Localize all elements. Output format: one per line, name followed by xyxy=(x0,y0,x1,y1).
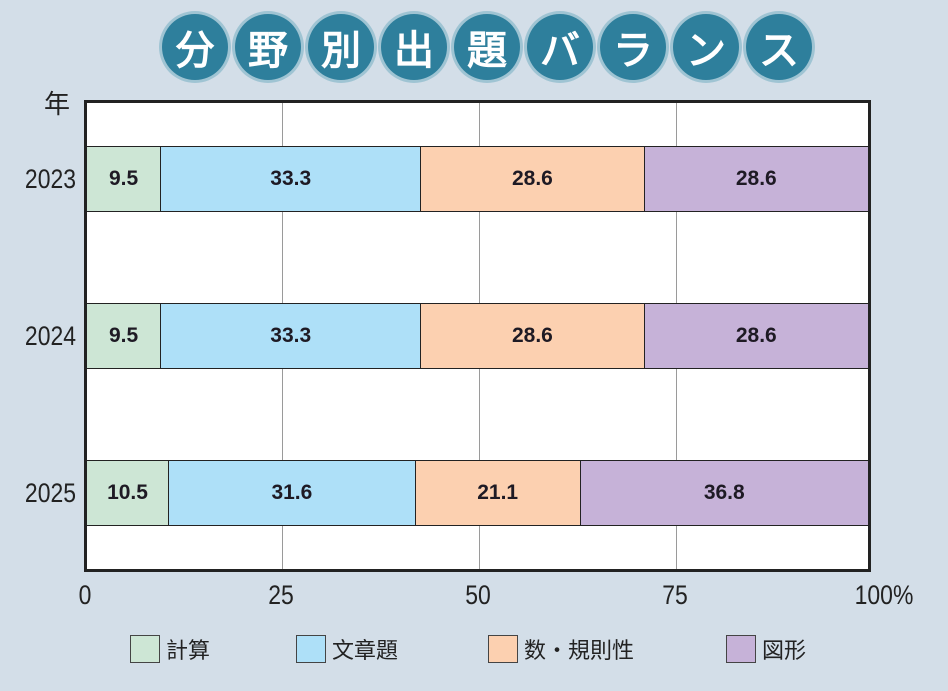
bar-2025: 10.5 31.6 21.1 36.8 xyxy=(87,460,868,526)
legend-swatch xyxy=(130,635,160,663)
segment-keisan: 10.5 xyxy=(87,460,169,526)
legend-swatch xyxy=(488,635,518,663)
plot-area: 9.5 33.3 28.6 28.6 9.5 33.3 28.6 28.6 10… xyxy=(84,100,871,572)
segment-kazu: 21.1 xyxy=(415,460,581,526)
legend-label: 文章題 xyxy=(332,639,399,664)
segment-keisan: 9.5 xyxy=(87,146,162,212)
title-char: 出 xyxy=(381,14,447,80)
segment-zukei: 28.6 xyxy=(644,146,868,212)
x-tick-100: 100% xyxy=(854,580,914,610)
legend-label: 計算 xyxy=(166,639,211,664)
y-axis-unit: 年 xyxy=(44,90,71,120)
x-tick-75: 75 xyxy=(662,580,688,610)
chart-title: 分 野 別 出 題 バ ラ ン ス xyxy=(162,14,816,80)
segment-keisan: 9.5 xyxy=(87,303,162,369)
legend-item-keisan: 計算 xyxy=(130,633,210,665)
title-char: ラ xyxy=(600,14,666,80)
title-char: ン xyxy=(673,14,739,80)
segment-zukei: 36.8 xyxy=(580,460,868,526)
x-tick-25: 25 xyxy=(268,580,294,610)
title-char: バ xyxy=(527,14,593,80)
legend-label: 図形 xyxy=(762,639,807,664)
y-label-2023: 2023 xyxy=(24,164,76,194)
title-char: 分 xyxy=(162,14,228,80)
title-char: 題 xyxy=(454,14,520,80)
bar-2024: 9.5 33.3 28.6 28.6 xyxy=(87,303,868,369)
title-char: ス xyxy=(746,14,812,80)
segment-kazu: 28.6 xyxy=(421,146,645,212)
y-label-2025: 2025 xyxy=(24,478,76,508)
legend-swatch xyxy=(296,635,326,663)
legend-item-zukei: 図形 xyxy=(726,633,806,665)
legend: 計算 文章題 数・規則性 図形 xyxy=(0,633,948,669)
legend-label: 数・規則性 xyxy=(524,639,635,664)
segment-bunshodai: 33.3 xyxy=(161,303,422,369)
segment-bunshodai: 31.6 xyxy=(169,460,416,526)
x-tick-50: 50 xyxy=(465,580,491,610)
segment-zukei: 28.6 xyxy=(644,303,868,369)
legend-item-bunshodai: 文章題 xyxy=(296,633,398,665)
title-char: 別 xyxy=(308,14,374,80)
segment-bunshodai: 33.3 xyxy=(161,146,422,212)
segment-kazu: 28.6 xyxy=(421,303,645,369)
y-label-2024: 2024 xyxy=(24,321,76,351)
title-char: 野 xyxy=(235,14,301,80)
bar-2023: 9.5 33.3 28.6 28.6 xyxy=(87,146,868,212)
x-tick-0: 0 xyxy=(78,580,92,610)
legend-swatch xyxy=(726,635,756,663)
legend-item-kazu: 数・規則性 xyxy=(488,633,634,665)
